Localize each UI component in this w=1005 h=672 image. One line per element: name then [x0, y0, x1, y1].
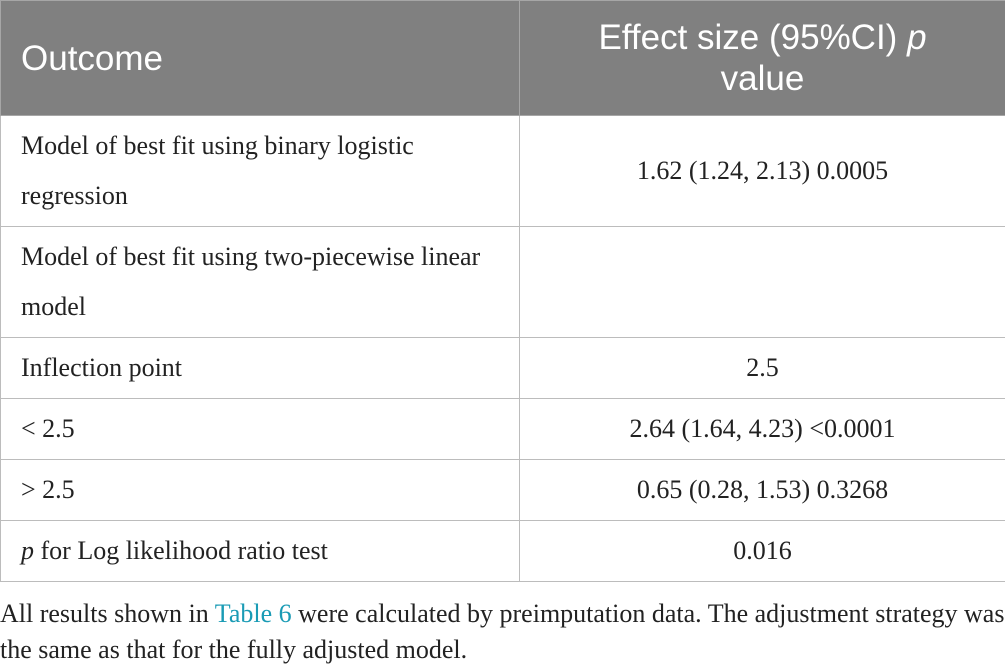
table-row: Inflection point 2.5 [0, 337, 1005, 399]
table-row: Model of best fit using two-piecewise li… [0, 226, 1005, 338]
footnote-prefix: All results shown in [0, 599, 209, 628]
effect-cell: 2.64 (1.64, 4.23) <0.0001 [519, 398, 1005, 460]
outcome-cell: < 2.5 [0, 398, 520, 460]
outcome-cell: Model of best fit using two-piecewise li… [0, 226, 520, 338]
table-row: Model of best fit using binary logistic … [0, 115, 1005, 227]
outcome-cell: Model of best fit using binary logistic … [0, 115, 520, 227]
header-effect-size: Effect size (95%CI) p value [519, 0, 1005, 116]
header-effect-suffix: value [720, 59, 805, 98]
table-row: p for Log likelihood ratio test 0.016 [0, 520, 1005, 582]
table-6-link[interactable]: Table 6 [214, 599, 292, 628]
table-footnote: All results shown in Table 6 were calcul… [0, 596, 1005, 668]
header-effect-label: Effect size (95%CI) [598, 18, 898, 57]
effect-cell: 1.62 (1.24, 2.13) 0.0005 [519, 115, 1005, 227]
header-row: Outcome Effect size (95%CI) p value [0, 0, 1005, 116]
header-outcome: Outcome [0, 0, 520, 116]
effect-cell [519, 226, 1005, 338]
effect-cell: 0.016 [519, 520, 1005, 582]
outcome-p-symbol: p [21, 536, 34, 565]
footnote-suffix: were calculated by preimputation data. T… [0, 599, 1005, 664]
table-row: > 2.5 0.65 (0.28, 1.53) 0.3268 [0, 459, 1005, 521]
effect-cell: 2.5 [519, 337, 1005, 399]
outcome-cell: > 2.5 [0, 459, 520, 521]
results-table: Outcome Effect size (95%CI) p value Mode… [0, 0, 1005, 582]
table-row: < 2.5 2.64 (1.64, 4.23) <0.0001 [0, 398, 1005, 460]
outcome-cell: Inflection point [0, 337, 520, 399]
outcome-label: for Log likelihood ratio test [40, 536, 328, 565]
outcome-cell: p for Log likelihood ratio test [0, 520, 520, 582]
effect-cell: 0.65 (0.28, 1.53) 0.3268 [519, 459, 1005, 521]
header-effect-p: p [907, 18, 927, 57]
